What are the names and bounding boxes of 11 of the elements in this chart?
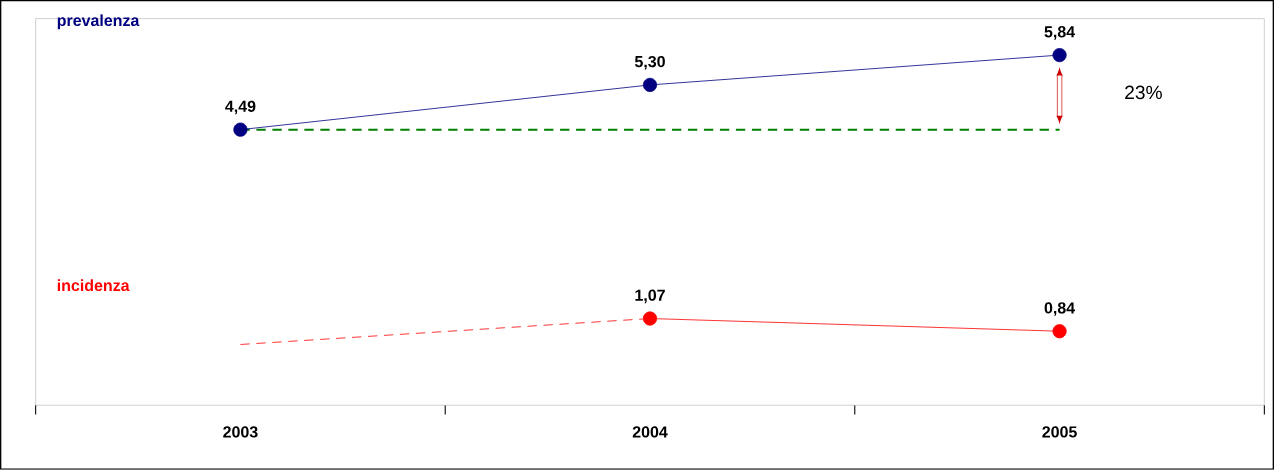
data-label: 5,84: [1044, 26, 1076, 40]
text: incidenza: [57, 279, 130, 292]
x-tick-label: 2004: [632, 426, 668, 438]
x-tick-label: 2003: [223, 426, 258, 438]
data-label: 5,30: [634, 56, 665, 70]
data-label: 4,49: [225, 100, 256, 115]
data-label: 0,84: [1044, 302, 1076, 316]
annotation: 23%: [1125, 85, 1162, 100]
data-label: 1,07: [635, 289, 665, 304]
text: prevalenza: [57, 14, 140, 30]
x-tick-label: 2005: [1042, 426, 1077, 438]
